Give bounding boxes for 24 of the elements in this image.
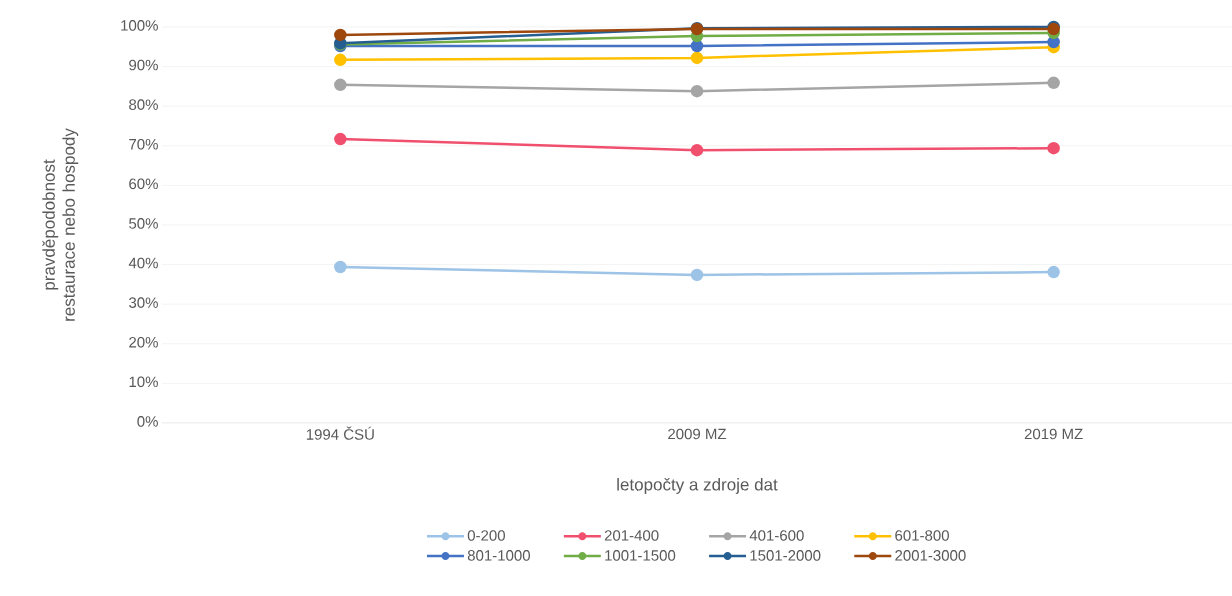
y-tick-label: 50% bbox=[129, 218, 158, 229]
legend-label: 1001-1500 bbox=[605, 550, 676, 561]
y-tick-label: 10% bbox=[129, 376, 158, 388]
legend-label: 1501-2000 bbox=[750, 550, 821, 561]
y-tick-label: 20% bbox=[129, 336, 158, 348]
legend-label: 2001-3000 bbox=[895, 550, 966, 561]
y-tick-label: 30% bbox=[129, 297, 158, 308]
legend-label: 0-200 bbox=[467, 530, 505, 541]
legend-label: 601-800 bbox=[895, 530, 949, 541]
y-tick-label: 100% bbox=[121, 20, 158, 31]
x-tick-label: 2019 MZ bbox=[1024, 428, 1083, 440]
x-axis-title: letopočty a zdroje dat bbox=[617, 478, 778, 494]
y-tick-label: 90% bbox=[129, 59, 158, 71]
y-tick-label: 0% bbox=[137, 416, 158, 427]
legend-label: 201-400 bbox=[604, 530, 659, 541]
legend-label: 401-600 bbox=[749, 530, 804, 541]
y-axis-title: pravděpodobnost restaurace nebo hospody bbox=[42, 128, 79, 321]
x-tick-label: 2009 MZ bbox=[668, 428, 727, 440]
y-tick-label: 70% bbox=[129, 138, 158, 150]
y-tick-label: 60% bbox=[129, 178, 158, 190]
x-tick-label: 1994 ČSÚ bbox=[306, 426, 374, 440]
legend-label: 801-1000 bbox=[467, 550, 530, 561]
y-tick-label: 80% bbox=[129, 99, 158, 110]
y-tick-label: 40% bbox=[128, 257, 158, 269]
